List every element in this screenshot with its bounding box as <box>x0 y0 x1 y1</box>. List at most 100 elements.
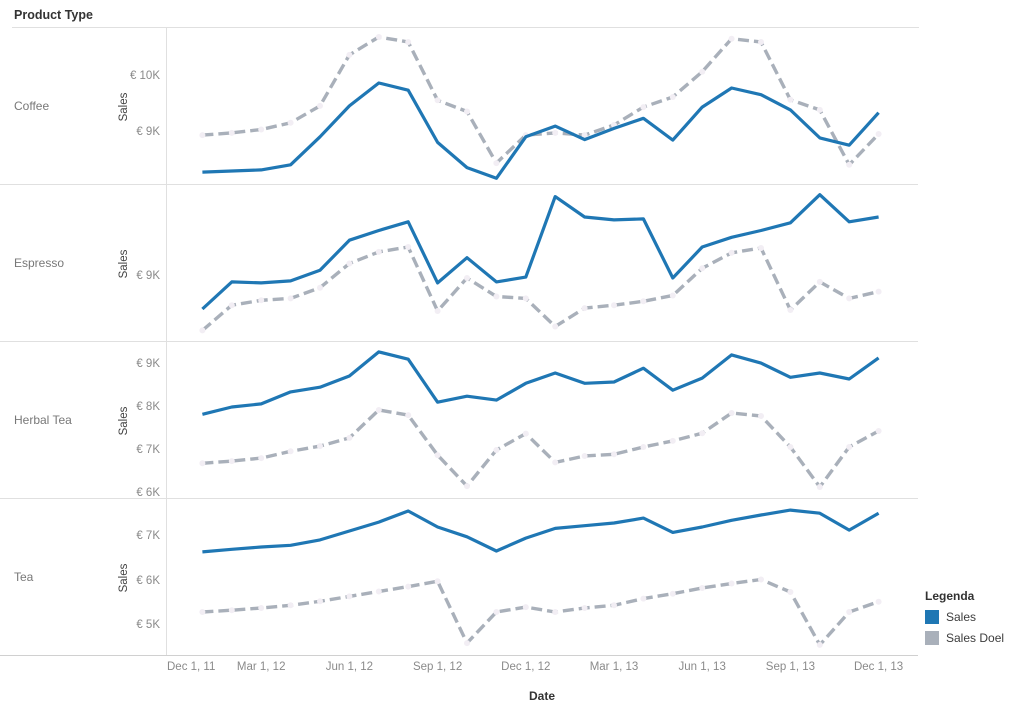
sales-doel-point[interactable] <box>405 412 412 419</box>
sales-doel-point[interactable] <box>669 590 676 597</box>
legend-item-sales-doel[interactable]: Sales Doel <box>925 631 1004 645</box>
sales-doel-point[interactable] <box>199 460 206 467</box>
sales-doel-point[interactable] <box>493 447 500 453</box>
sales-doel-point[interactable] <box>611 451 617 458</box>
sales-doel-point[interactable] <box>287 448 294 455</box>
sales-doel-point[interactable] <box>552 459 559 466</box>
sales-doel-point[interactable] <box>611 602 617 609</box>
sales-doel-point[interactable] <box>522 295 529 302</box>
sales-doel-point[interactable] <box>581 132 588 139</box>
sales-doel-point[interactable] <box>375 588 382 595</box>
sales-doel-point[interactable] <box>875 428 882 434</box>
sales-doel-point[interactable] <box>640 298 647 305</box>
sales-doel-point[interactable] <box>699 430 706 437</box>
sales-doel-line[interactable] <box>201 245 879 332</box>
sales-doel-point[interactable] <box>317 598 323 605</box>
sales-doel-point[interactable] <box>640 595 647 602</box>
sales-doel-point[interactable] <box>258 126 265 133</box>
sales-doel-point[interactable] <box>787 96 794 103</box>
sales-doel-point[interactable] <box>228 302 235 309</box>
sales-doel-point[interactable] <box>699 68 706 75</box>
sales-doel-point[interactable] <box>434 308 441 314</box>
sales-doel-point[interactable] <box>611 302 617 309</box>
sales-doel-point[interactable] <box>317 102 323 109</box>
sales-doel-point[interactable] <box>434 97 441 104</box>
sales-doel-point[interactable] <box>669 292 676 299</box>
sales-doel-point[interactable] <box>758 39 764 45</box>
sales-doel-point[interactable] <box>346 260 353 267</box>
sales-doel-point[interactable] <box>287 295 294 302</box>
sales-doel-point[interactable] <box>375 34 382 40</box>
sales-doel-point[interactable] <box>816 641 823 648</box>
sales-doel-point[interactable] <box>228 129 235 136</box>
sales-doel-point[interactable] <box>816 106 823 113</box>
sales-doel-point[interactable] <box>228 607 235 614</box>
sales-doel-point[interactable] <box>346 434 353 441</box>
sales-doel-point[interactable] <box>846 609 853 615</box>
sales-doel-point[interactable] <box>346 593 353 600</box>
sales-doel-point[interactable] <box>199 609 206 615</box>
sales-line[interactable] <box>201 193 879 311</box>
sales-line[interactable] <box>202 508 880 554</box>
sales-doel-point[interactable] <box>669 94 676 100</box>
sales-doel-point[interactable] <box>787 307 794 313</box>
sales-doel-point[interactable] <box>464 483 470 490</box>
sales-doel-point[interactable] <box>464 640 470 647</box>
row-label-herbal-tea[interactable]: Herbal Tea <box>14 412 72 427</box>
sales-doel-point[interactable] <box>258 605 265 611</box>
sales-doel-point[interactable] <box>493 293 500 300</box>
sales-doel-point[interactable] <box>640 444 647 450</box>
sales-doel-point[interactable] <box>199 132 206 139</box>
sales-doel-point[interactable] <box>493 160 500 167</box>
sales-doel-point[interactable] <box>669 437 676 444</box>
sales-doel-point[interactable] <box>199 327 206 334</box>
sales-doel-point[interactable] <box>405 583 412 590</box>
sales-doel-point[interactable] <box>464 275 470 281</box>
sales-doel-point[interactable] <box>846 444 853 450</box>
sales-doel-point[interactable] <box>375 248 382 255</box>
sales-doel-point[interactable] <box>875 131 882 137</box>
sales-doel-point[interactable] <box>434 578 441 585</box>
sales-doel-point[interactable] <box>699 585 706 591</box>
sales-doel-point[interactable] <box>493 609 500 615</box>
sales-doel-point[interactable] <box>816 278 823 285</box>
sales-doel-point[interactable] <box>287 119 294 126</box>
sales-doel-point[interactable] <box>581 305 588 312</box>
sales-doel-point[interactable] <box>875 598 882 605</box>
row-label-tea[interactable]: Tea <box>14 569 34 584</box>
legend-item-sales[interactable]: Sales <box>925 610 1004 624</box>
sales-doel-point[interactable] <box>846 295 853 302</box>
sales-doel-point[interactable] <box>758 576 764 583</box>
sales-line[interactable] <box>202 350 880 416</box>
sales-doel-point[interactable] <box>405 39 412 45</box>
sales-doel-point[interactable] <box>434 452 441 459</box>
sales-doel-point[interactable] <box>758 413 764 419</box>
sales-doel-point[interactable] <box>287 602 294 609</box>
sales-doel-point[interactable] <box>258 297 265 304</box>
sales-doel-point[interactable] <box>728 35 735 42</box>
sales-line[interactable] <box>202 81 880 180</box>
sales-doel-point[interactable] <box>317 284 323 291</box>
sales-doel-line[interactable] <box>202 408 880 489</box>
sales-doel-point[interactable] <box>581 453 588 459</box>
sales-doel-point[interactable] <box>317 443 323 450</box>
sales-doel-point[interactable] <box>875 288 882 295</box>
sales-doel-point[interactable] <box>552 129 559 136</box>
sales-doel-point[interactable] <box>522 430 529 437</box>
sales-doel-point[interactable] <box>581 605 588 611</box>
sales-doel-point[interactable] <box>552 609 559 615</box>
sales-doel-point[interactable] <box>728 410 735 416</box>
sales-doel-point[interactable] <box>346 51 353 58</box>
sales-doel-point[interactable] <box>522 604 529 611</box>
sales-doel-line[interactable] <box>202 577 880 647</box>
sales-doel-point[interactable] <box>464 108 470 115</box>
sales-doel-point[interactable] <box>787 444 794 450</box>
sales-doel-point[interactable] <box>787 589 794 595</box>
sales-doel-point[interactable] <box>816 484 823 490</box>
sales-doel-point[interactable] <box>375 407 382 413</box>
sales-doel-point[interactable] <box>728 580 735 587</box>
row-label-espresso[interactable]: Espresso <box>14 255 65 270</box>
sales-doel-point[interactable] <box>405 244 412 250</box>
sales-doel-point[interactable] <box>258 455 265 462</box>
sales-doel-point[interactable] <box>728 249 735 256</box>
